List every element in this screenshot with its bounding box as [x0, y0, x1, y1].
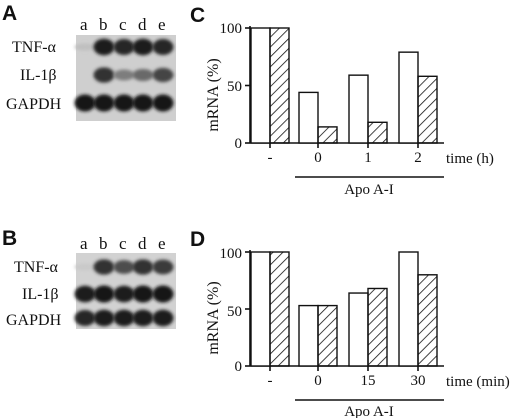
y-tick-label: 100 — [220, 21, 243, 37]
blot-band — [152, 67, 174, 83]
bar-open — [348, 292, 369, 367]
x-tick-label: 2 — [414, 150, 422, 166]
bar-open — [398, 251, 419, 367]
blot-band — [74, 94, 96, 112]
blot-band — [132, 38, 154, 56]
blot-band — [74, 285, 96, 303]
x-tick-label: 30 — [411, 373, 426, 389]
lane-label: e — [158, 234, 166, 253]
lane-label: a — [80, 15, 88, 34]
blot-band — [93, 259, 115, 275]
blot-band — [113, 39, 135, 55]
blot-row-label: TNF-α — [14, 259, 59, 276]
blot-band — [113, 94, 135, 112]
blot-band — [93, 38, 115, 56]
blot-band — [93, 94, 115, 112]
bar-open — [298, 91, 319, 144]
blot-band — [93, 285, 115, 303]
blot-band — [113, 260, 135, 274]
bar-chart-c: - 0 1 2 — [245, 26, 444, 166]
panel-letter-b: B — [2, 227, 17, 250]
blot-band — [113, 69, 135, 81]
bar-hatched — [417, 274, 438, 367]
bar-hatched — [269, 251, 290, 367]
blot-band — [132, 309, 154, 327]
lane-label: a — [80, 234, 88, 253]
y-tick-label: 100 — [220, 246, 243, 262]
y-axis-title: mRNA (%) — [205, 281, 222, 354]
group-label: Apo A-I — [344, 182, 394, 198]
bar-chart-d: - 0 15 30 — [245, 250, 444, 389]
bar-hatched — [317, 126, 338, 144]
blot-band — [74, 310, 96, 326]
blot-band — [152, 309, 174, 327]
blot-row-label: GAPDH — [6, 312, 62, 329]
blot-band — [132, 94, 154, 112]
bar-hatched — [317, 304, 338, 367]
panel-letter-a: A — [2, 2, 17, 25]
bar-open — [298, 304, 319, 367]
blot-panel-a: a b c d e TNF-α IL-1β GAPDH — [6, 15, 176, 121]
x-tick-label: 15 — [361, 373, 376, 389]
lane-label: d — [138, 15, 147, 34]
blot-row-label: IL-1β — [22, 286, 59, 303]
group-label: Apo A-I — [344, 404, 394, 418]
lane-label: c — [119, 234, 127, 253]
lane-label: b — [99, 234, 108, 253]
lane-label: d — [138, 234, 147, 253]
bar-hatched — [417, 75, 438, 144]
bar-open — [250, 251, 271, 367]
blot-row-label: TNF-α — [12, 39, 57, 56]
blot-band — [152, 259, 174, 275]
blot-band — [93, 309, 115, 327]
y-tick-label: 0 — [235, 359, 243, 375]
blot-row-label: GAPDH — [6, 96, 62, 113]
y-tick-label: 50 — [227, 304, 242, 320]
bar-hatched — [367, 287, 388, 367]
lane-label: b — [99, 15, 108, 34]
blot-band — [152, 285, 174, 303]
bar-open — [250, 27, 271, 144]
blot-band — [74, 43, 96, 51]
blot-panel-b: a b c d e TNF-α IL-1β GAPDH — [6, 234, 176, 329]
blot-band — [152, 94, 174, 112]
x-tick-label: 1 — [364, 150, 372, 166]
x-axis-title: time (min) — [446, 374, 510, 390]
y-tick-label: 0 — [235, 136, 243, 152]
y-tick-label: 50 — [227, 79, 242, 95]
blot-band — [74, 263, 96, 271]
bar-hatched — [269, 27, 290, 144]
bar-hatched — [367, 121, 388, 144]
bar-open — [348, 74, 369, 144]
blot-band — [113, 285, 135, 303]
lane-label: c — [119, 15, 127, 34]
blot-band — [132, 68, 154, 82]
y-axis-title: mRNA (%) — [205, 58, 222, 131]
x-tick-label: - — [268, 150, 273, 166]
blot-band — [152, 39, 174, 55]
panel-letter-c: C — [190, 4, 205, 27]
x-tick-label: 0 — [314, 373, 322, 389]
panel-letter-d: D — [190, 228, 205, 251]
x-axis-title: time (h) — [446, 151, 494, 167]
lane-label: e — [158, 15, 166, 34]
bar-open — [398, 51, 419, 144]
blot-band — [93, 67, 115, 83]
x-tick-label: - — [268, 373, 273, 389]
blot-row-label: IL-1β — [20, 67, 57, 84]
blot-band — [132, 285, 154, 303]
blot-band — [132, 259, 154, 275]
blot-band — [113, 309, 135, 327]
x-tick-label: 0 — [314, 150, 322, 166]
